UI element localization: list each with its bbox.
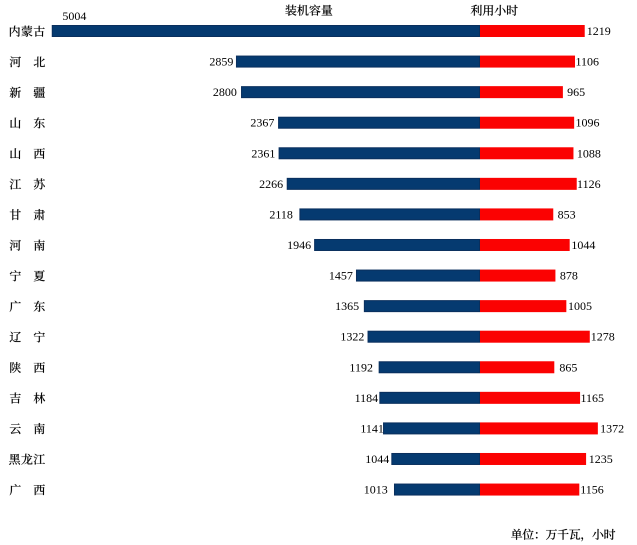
svg-text:2367: 2367 bbox=[250, 116, 274, 130]
svg-text:1156: 1156 bbox=[580, 483, 604, 497]
svg-text:2118: 2118 bbox=[269, 207, 293, 221]
svg-text:1278: 1278 bbox=[591, 330, 615, 344]
svg-text:1457: 1457 bbox=[329, 269, 353, 283]
svg-text:1005: 1005 bbox=[568, 299, 592, 313]
svg-text:1013: 1013 bbox=[364, 483, 388, 497]
svg-text:1235: 1235 bbox=[589, 452, 613, 466]
svg-text:878: 878 bbox=[560, 269, 578, 283]
svg-text:1106: 1106 bbox=[576, 55, 600, 69]
svg-text:965: 965 bbox=[567, 85, 585, 99]
svg-text:1192: 1192 bbox=[349, 360, 373, 374]
svg-text:1044: 1044 bbox=[365, 452, 389, 466]
svg-text:1184: 1184 bbox=[355, 391, 379, 405]
svg-text:1322: 1322 bbox=[340, 330, 364, 344]
svg-text:2361: 2361 bbox=[251, 146, 275, 160]
svg-text:1126: 1126 bbox=[577, 177, 601, 191]
svg-text:1365: 1365 bbox=[335, 299, 359, 313]
svg-text:1946: 1946 bbox=[287, 238, 311, 252]
svg-text:2800: 2800 bbox=[213, 85, 237, 99]
svg-text:1044: 1044 bbox=[571, 238, 595, 252]
svg-text:2266: 2266 bbox=[259, 177, 283, 191]
svg-text:1141: 1141 bbox=[360, 421, 384, 435]
svg-text:1088: 1088 bbox=[577, 146, 601, 160]
svg-text:865: 865 bbox=[559, 360, 577, 374]
svg-text:1219: 1219 bbox=[587, 24, 611, 38]
svg-text:1372: 1372 bbox=[600, 421, 624, 435]
svg-text:1165: 1165 bbox=[580, 391, 604, 405]
svg-text:2859: 2859 bbox=[209, 55, 233, 69]
svg-text:1096: 1096 bbox=[575, 116, 599, 130]
svg-text:5004: 5004 bbox=[62, 9, 86, 23]
svg-text:853: 853 bbox=[558, 207, 576, 221]
